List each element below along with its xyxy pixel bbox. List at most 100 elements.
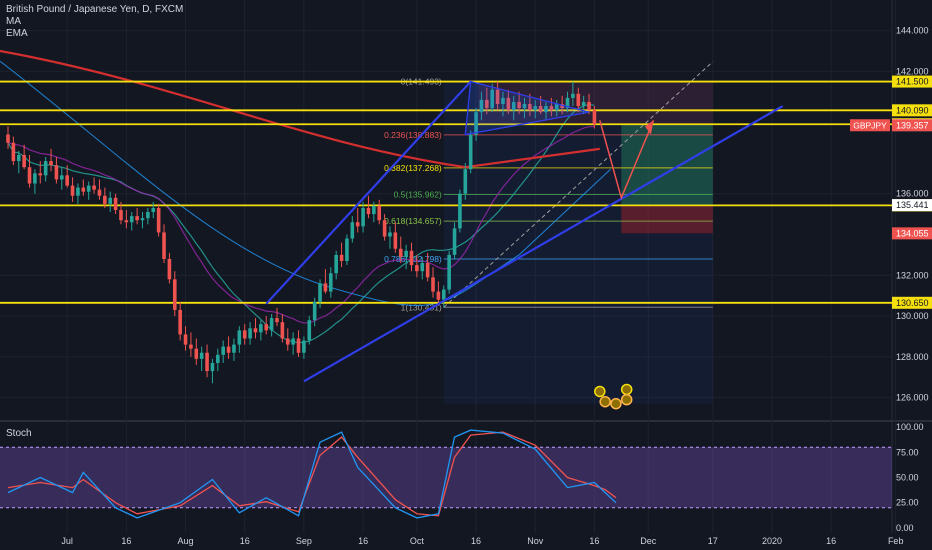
candle [97,179,102,200]
candle [517,91,521,115]
candle [242,324,247,345]
ma-indicator-label[interactable]: MA [6,16,21,27]
time-tick-label: Sep [296,536,312,546]
candle [495,81,500,111]
emoji-sticker-icon [620,383,633,396]
candle [318,279,322,308]
stoch-k-line [7,429,617,519]
stoch-tick-label: 25.00 [896,498,919,508]
price-tick-label: 144.000 [896,26,929,36]
candle [22,144,26,170]
time-tick-label: Aug [178,536,194,546]
candle-body [361,207,365,227]
candle-body [447,254,451,290]
level-price-badge [892,296,932,309]
candle-body [431,277,435,292]
candle [425,252,430,282]
candle [587,93,591,115]
time-tick-label: Jul [61,536,73,546]
candle-body [194,348,199,359]
candle-body [495,89,500,104]
candle [86,181,91,200]
candle [565,91,570,113]
candle-body [49,161,53,166]
candle [92,177,96,194]
candle [479,91,484,121]
emoji-sticker-icon [620,393,633,406]
candle-body [86,185,91,192]
candle [538,95,543,115]
candle-body [511,101,516,111]
candle [474,108,478,141]
candle [264,316,269,335]
candle-body [463,169,468,194]
fib-level-label: 0.236(138.883) [384,130,442,140]
candle-body [345,238,349,261]
stoch-indicator-label[interactable]: Stoch [6,428,32,439]
candle [463,163,468,200]
candle-body [33,173,37,184]
candle-body [296,338,301,353]
candle-body [409,250,414,266]
candle-body [216,354,220,363]
candle [156,203,161,237]
candle [312,297,317,327]
candle [329,267,333,298]
candle-body [592,110,597,125]
price-tick-label: 136.000 [896,189,929,199]
stoch-tick-label: 100.00 [896,422,924,432]
candle [232,338,236,361]
candle [339,242,344,268]
candle [167,252,172,284]
candle-body [458,193,462,229]
candle [409,242,414,272]
candle-body [16,154,21,162]
candle-body [355,222,360,227]
candle-body [554,103,559,111]
candle [592,106,597,129]
price-tick-label: 128.000 [896,352,929,362]
candle-body [146,212,150,219]
candle [205,344,209,378]
candle [549,97,554,117]
candle [468,130,473,174]
candle [27,154,32,188]
candle-body [468,134,473,170]
candle [135,207,139,225]
candle-body [302,340,306,353]
candle-body [506,97,511,111]
candle [388,226,392,249]
price-tick-label: 126.000 [896,393,929,403]
candle-body [237,330,242,345]
candle [194,338,199,365]
ma-line [7,103,595,344]
candle [146,207,150,225]
candle [60,167,64,190]
candle [259,320,263,341]
candle-body [307,320,312,341]
candle-body [576,93,581,107]
candle-body [22,154,26,168]
level-price-badge-text: 141.500 [896,77,929,87]
candle-body [92,185,96,190]
candle-body [135,216,139,221]
projected-path-arrow [599,120,655,201]
candle-body [199,352,204,359]
candle [420,256,425,280]
symbol-title: British Pound / Japanese Yen, D, FXCM [6,4,184,15]
candle-body [253,328,258,333]
candle [285,328,290,351]
candle [554,99,559,117]
candle-body [571,93,575,98]
ema-indicator-label[interactable]: EMA [6,28,28,39]
candle [38,161,43,184]
time-tick-label: 17 [708,536,718,546]
candle [76,183,80,204]
candle-body [205,352,209,372]
candle-body [81,187,86,192]
candle-body [242,330,247,339]
level-price-badge-text: 130.650 [896,298,929,308]
candle [65,165,69,188]
main-pane [0,0,892,418]
